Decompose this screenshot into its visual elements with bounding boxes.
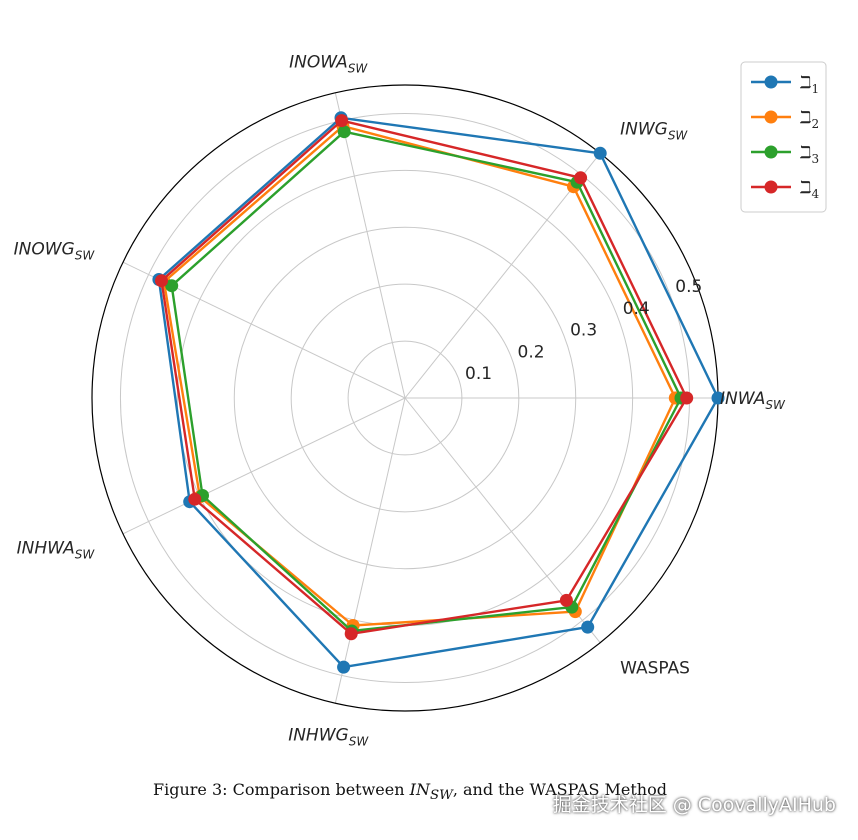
- series-line-1: [157, 116, 720, 669]
- radar-chart: 0.10.20.30.40.5 INWASWINWGSWINOWASWINOWG…: [14, 53, 827, 749]
- radial-tick-label-5: 0.5: [675, 277, 702, 297]
- axis-label-3: INOWASW: [289, 53, 368, 76]
- axis-label-sub: SW: [765, 398, 786, 412]
- axis-label-4: INOWGSW: [14, 239, 96, 262]
- axis-label-6: INHWGSW: [288, 725, 369, 748]
- legend-label-4: ℶ4: [799, 178, 819, 201]
- radial-tick-label-1: 0.1: [465, 364, 492, 384]
- legend-marker-1: [764, 75, 778, 89]
- axis-label-1: INWASW: [720, 389, 786, 412]
- figure-caption: Figure 3: Comparison between INSW, and t…: [0, 780, 820, 803]
- axis-label-sub: SW: [348, 62, 369, 76]
- data-point-3-4: [165, 279, 179, 293]
- data-point-4-6: [344, 627, 358, 641]
- spoke-3: [334, 92, 406, 399]
- data-point-1-2: [593, 146, 607, 160]
- series-line-3: [170, 130, 683, 633]
- caption-suffix: , and the WASPAS Method: [452, 780, 667, 799]
- series-line-2: [162, 124, 677, 627]
- spoke-5: [122, 397, 406, 535]
- legend-frame: [740, 61, 827, 213]
- caption-math: INSW: [409, 780, 453, 803]
- caption-math-main: IN: [409, 780, 430, 799]
- radial-tick-label-2: 0.2: [518, 342, 545, 362]
- axis-labels: INWASWINWGSWINOWASWINOWGSWINHWASWINHWGSW…: [14, 53, 786, 749]
- axis-label-sub: SW: [75, 548, 96, 562]
- axis-label-7: WASPAS: [620, 659, 690, 679]
- data-point-3-3: [337, 125, 351, 139]
- radar-series: [152, 111, 725, 674]
- axis-label-main: WASPAS: [620, 659, 690, 679]
- radial-tick-label-3: 0.3: [570, 321, 597, 341]
- data-point-4-4: [155, 274, 168, 288]
- data-point-1-7: [581, 620, 595, 634]
- legend-marker-3: [764, 145, 778, 159]
- data-point-1-1: [711, 391, 725, 405]
- legend-marker-2: [764, 110, 778, 124]
- data-point-4-2: [574, 171, 588, 185]
- spoke-6: [334, 397, 406, 704]
- axis-label-2: INWGSW: [620, 119, 688, 142]
- data-point-4-5: [188, 492, 202, 506]
- data-point-4-3: [335, 114, 349, 128]
- radar-grid: [119, 92, 718, 704]
- caption-math-sub: SW: [429, 788, 453, 804]
- axis-label-5: INHWASW: [17, 539, 96, 562]
- axis-label-main: INOWG: [14, 239, 75, 259]
- series-line-4: [160, 119, 688, 635]
- axis-label-sub: SW: [668, 128, 689, 142]
- spoke-2: [404, 152, 601, 399]
- axis-label-sub: SW: [75, 248, 96, 262]
- data-point-4-7: [559, 593, 573, 607]
- legend-marker-4: [764, 180, 778, 194]
- legend-label-1: ℶ1: [799, 73, 819, 96]
- radial-tick-labels: 0.1 0.2 0.3 0.4 0.5: [465, 277, 702, 384]
- axis-label-main: INHWG: [288, 725, 349, 745]
- legend-label-2: ℶ2: [799, 108, 819, 131]
- data-point-1-6: [337, 660, 351, 674]
- axis-label-main: INWA: [720, 389, 765, 409]
- legend-label-3: ℶ3: [799, 143, 819, 166]
- caption-prefix: Figure 3: Comparison between: [153, 780, 410, 799]
- data-point-4-1: [680, 391, 694, 405]
- radial-tick-label-4: 0.4: [623, 299, 650, 319]
- axis-label-main: INOWA: [289, 53, 348, 73]
- axis-label-main: INWG: [620, 119, 668, 139]
- watermark-text: 掘金技术社区 @ CoovallyAIHub: [552, 794, 836, 816]
- axis-label-main: INHWA: [17, 539, 75, 559]
- axis-label-sub: SW: [349, 734, 370, 748]
- chart-legend: ℶ1 ℶ2 ℶ3 ℶ4: [740, 61, 827, 213]
